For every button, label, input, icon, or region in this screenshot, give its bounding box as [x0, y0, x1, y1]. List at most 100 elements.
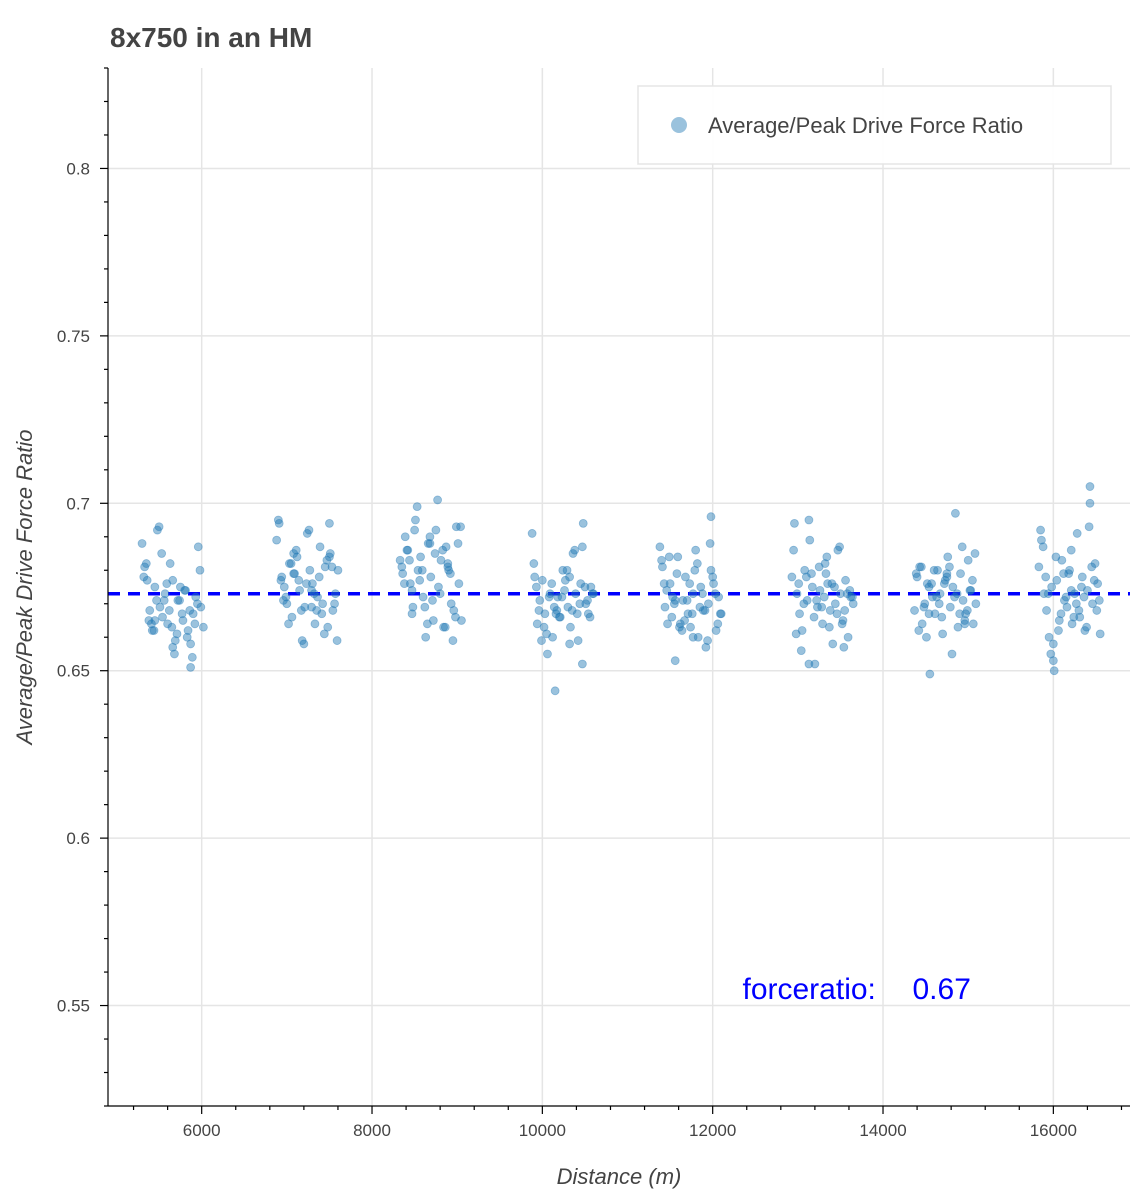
data-point — [925, 669, 935, 679]
data-point — [1043, 589, 1053, 599]
legend-entry: Average/Peak Drive Force Ratio — [708, 113, 1023, 138]
data-point — [1059, 569, 1068, 579]
data-point — [708, 572, 718, 582]
data-point — [681, 572, 690, 582]
data-point — [801, 572, 811, 582]
data-point — [307, 579, 317, 589]
data-point — [792, 589, 802, 599]
data-point — [560, 575, 570, 585]
data-point — [710, 589, 720, 599]
data-point — [155, 602, 165, 612]
data-point — [695, 602, 705, 612]
data-point — [577, 659, 587, 669]
data-point — [163, 619, 173, 629]
data-point — [186, 662, 196, 672]
data-point — [810, 659, 820, 669]
data-point — [182, 632, 192, 642]
data-point — [149, 626, 159, 635]
data-point — [668, 592, 678, 602]
data-point — [147, 626, 157, 635]
data-point — [186, 639, 196, 649]
data-point — [1069, 612, 1079, 622]
data-point — [1094, 595, 1104, 605]
data-point — [167, 622, 177, 632]
data-point — [657, 555, 666, 565]
data-point — [847, 592, 857, 602]
data-point — [425, 532, 435, 542]
data-point — [839, 642, 849, 652]
data-point — [942, 569, 952, 579]
data-point — [550, 686, 560, 696]
data-point — [457, 616, 466, 625]
data-point — [547, 579, 557, 589]
data-point — [277, 572, 287, 582]
data-point — [327, 562, 337, 572]
data-point — [588, 589, 597, 599]
data-point — [183, 626, 193, 635]
data-point — [548, 632, 557, 642]
data-point — [1089, 575, 1099, 585]
data-point — [314, 572, 324, 582]
data-point — [418, 592, 428, 602]
data-point — [924, 609, 934, 619]
data-point — [1070, 589, 1080, 599]
data-point — [537, 575, 547, 585]
data-point — [1074, 606, 1084, 615]
data-point — [920, 599, 930, 609]
x-tick-label: 10000 — [519, 1121, 566, 1140]
data-point — [830, 599, 840, 609]
data-point — [939, 579, 949, 589]
data-point — [160, 589, 170, 599]
data-point — [580, 582, 590, 592]
data-point — [297, 636, 307, 645]
data-point — [690, 565, 700, 575]
data-point — [545, 589, 555, 599]
data-point — [190, 619, 200, 629]
data-point — [581, 599, 591, 609]
data-point — [815, 585, 825, 595]
data-point — [1044, 632, 1054, 642]
data-point — [185, 606, 195, 615]
data-point — [688, 632, 698, 642]
data-point — [672, 569, 682, 579]
data-point — [403, 545, 413, 555]
data-point — [1048, 639, 1058, 649]
y-tick-label: 0.8 — [66, 159, 90, 178]
data-point — [400, 532, 410, 542]
data-point — [572, 609, 582, 619]
data-point — [570, 545, 580, 555]
data-point — [1092, 606, 1102, 615]
data-point — [198, 622, 208, 632]
data-point — [302, 579, 311, 589]
data-point — [1067, 619, 1077, 629]
data-point — [323, 622, 333, 632]
data-point — [818, 619, 827, 629]
data-point — [325, 552, 334, 562]
data-point — [453, 539, 463, 548]
data-point — [568, 549, 578, 558]
data-point — [693, 632, 703, 642]
data-point — [140, 562, 150, 572]
data-point — [795, 609, 804, 619]
data-point — [294, 575, 304, 585]
data-point — [965, 585, 975, 595]
data-point — [705, 539, 715, 548]
data-point — [1079, 592, 1089, 602]
data-point — [799, 599, 809, 609]
data-point — [139, 572, 149, 582]
data-point — [955, 609, 965, 619]
data-point — [537, 636, 546, 645]
data-point — [943, 552, 953, 562]
data-point — [682, 595, 692, 605]
data-point — [797, 626, 807, 635]
data-point — [700, 606, 710, 615]
data-point — [291, 545, 301, 555]
data-point — [431, 525, 441, 535]
data-point — [701, 642, 711, 652]
data-point — [144, 616, 154, 625]
legend-box — [637, 85, 1112, 165]
data-point — [539, 622, 549, 632]
data-point — [840, 606, 850, 615]
data-point — [315, 542, 325, 552]
data-point — [655, 542, 665, 552]
